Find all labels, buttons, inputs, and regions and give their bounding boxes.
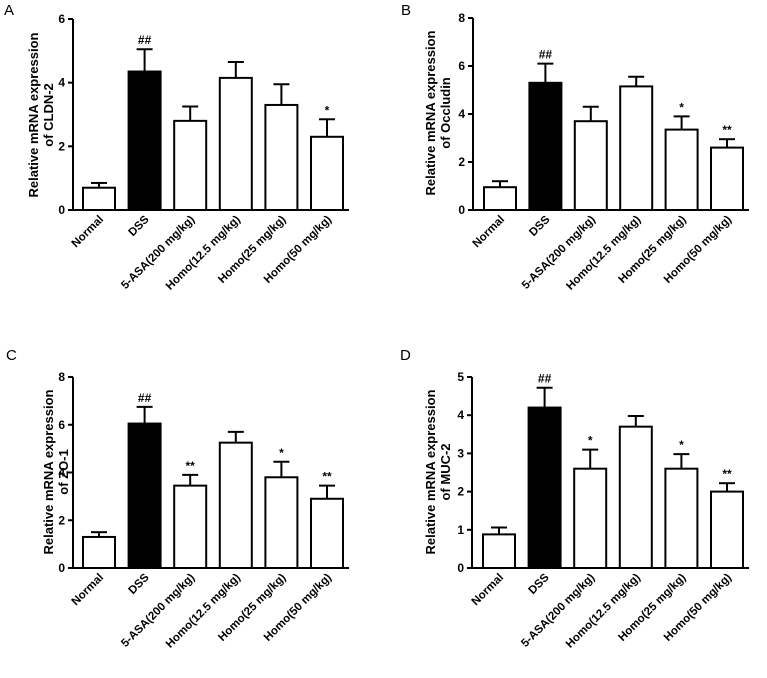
y-tick-label: 8	[58, 370, 65, 384]
bar	[218, 441, 253, 569]
panel-c: C Relative mRNA expression of ZO-1 0 2 4 6 8…	[6, 347, 349, 651]
y-tick-label: 2	[457, 485, 464, 499]
bar	[82, 186, 116, 211]
significance-label: *	[588, 434, 593, 448]
panel-letter: C	[6, 347, 17, 364]
y-tick-label: 4	[458, 107, 465, 121]
x-category-label: Normal	[70, 572, 107, 609]
y-tick-label: 0	[457, 561, 464, 575]
y-tick-label: 0	[58, 561, 65, 575]
x-category-label: Homo(12.5 mg/kg)	[564, 214, 643, 293]
significance-label: **	[722, 123, 732, 137]
bar	[82, 535, 116, 570]
bar	[127, 70, 162, 212]
x-category-label: Normal	[70, 214, 107, 251]
significance-label: *	[679, 100, 684, 114]
bar	[173, 484, 208, 570]
bar	[264, 476, 299, 569]
panel-letter: D	[400, 347, 411, 364]
significance-label: *	[279, 446, 284, 460]
y-tick-label: 4	[58, 76, 65, 90]
y-axis-label: Relative mRNA expression of MUC-2	[423, 389, 453, 554]
bar	[264, 103, 299, 211]
bar	[619, 85, 654, 211]
bar	[710, 146, 744, 212]
bar	[527, 406, 562, 569]
y-axis-label: Relative mRNA expression of CLDN-2	[26, 32, 56, 197]
y-axis-label-line2: of CLDN-2	[41, 83, 56, 147]
significance-label: *	[325, 103, 330, 117]
panel-b: B Relative mRNA expression of Occludin 0…	[401, 2, 749, 293]
significance-label: ##	[539, 48, 553, 62]
y-axis-label-line1: Relative mRNA expression	[423, 389, 438, 554]
y-tick-label: 6	[58, 12, 65, 26]
y-tick-label: 3	[457, 446, 464, 460]
x-category-label: DSS	[527, 213, 552, 238]
y-axis-label-line1: Relative mRNA expression	[423, 30, 438, 195]
bar	[573, 120, 608, 211]
bar	[710, 490, 744, 570]
significance-label: ##	[538, 372, 552, 386]
panel-letter: B	[401, 2, 411, 19]
bar	[482, 533, 516, 569]
y-axis-label: Relative mRNA expression of ZO-1	[41, 389, 71, 554]
y-tick-label: 5	[457, 370, 464, 384]
y-tick-label: 2	[458, 155, 465, 169]
y-tick-label: 6	[58, 418, 65, 432]
significance-label: **	[322, 470, 332, 484]
panel-d: D Relative mRNA expression of MUC-2 0 1 2 3…	[400, 347, 749, 651]
x-category-label: DSS	[127, 213, 152, 238]
y-tick-label: 4	[457, 408, 464, 422]
y-tick-label: 0	[458, 203, 465, 217]
bar	[173, 119, 208, 211]
significance-label: *	[679, 438, 684, 452]
x-category-label: DSS	[527, 571, 552, 596]
x-category-label: Normal	[470, 572, 507, 609]
y-axis-label-line2: of ZO-1	[56, 449, 71, 495]
y-tick-label: 1	[457, 523, 464, 537]
bar	[528, 81, 563, 211]
y-axis-label-line1: Relative mRNA expression	[26, 32, 41, 197]
x-category-label: DSS	[127, 571, 152, 596]
y-tick-label: 0	[58, 203, 65, 217]
y-axis-label: Relative mRNA expression of Occludin	[423, 30, 453, 195]
significance-label: **	[722, 467, 732, 481]
significance-label: **	[186, 459, 196, 473]
y-tick-label: 2	[58, 513, 65, 527]
bar	[664, 467, 699, 569]
y-tick-label: 8	[458, 11, 465, 25]
panel-letter: A	[4, 2, 14, 19]
bar	[218, 76, 253, 212]
significance-label: ##	[138, 391, 152, 405]
bar	[573, 467, 608, 569]
bar	[618, 425, 653, 569]
y-tick-label: 4	[58, 466, 65, 480]
bar	[127, 422, 162, 569]
y-axis-label-line2: of MUC-2	[438, 443, 453, 500]
y-tick-label: 6	[458, 59, 465, 73]
y-axis-label-line1: Relative mRNA expression	[41, 389, 56, 554]
panel-a: A Relative mRNA expression of CLDN-2 0 2 4…	[4, 2, 349, 293]
y-tick-label: 2	[58, 139, 65, 153]
bar	[483, 186, 517, 211]
bar	[310, 135, 344, 212]
x-category-label: Normal	[471, 214, 508, 251]
bar	[310, 497, 344, 570]
bar	[664, 128, 699, 212]
y-axis-label-line2: of Occludin	[438, 77, 453, 149]
significance-label: ##	[138, 33, 152, 47]
